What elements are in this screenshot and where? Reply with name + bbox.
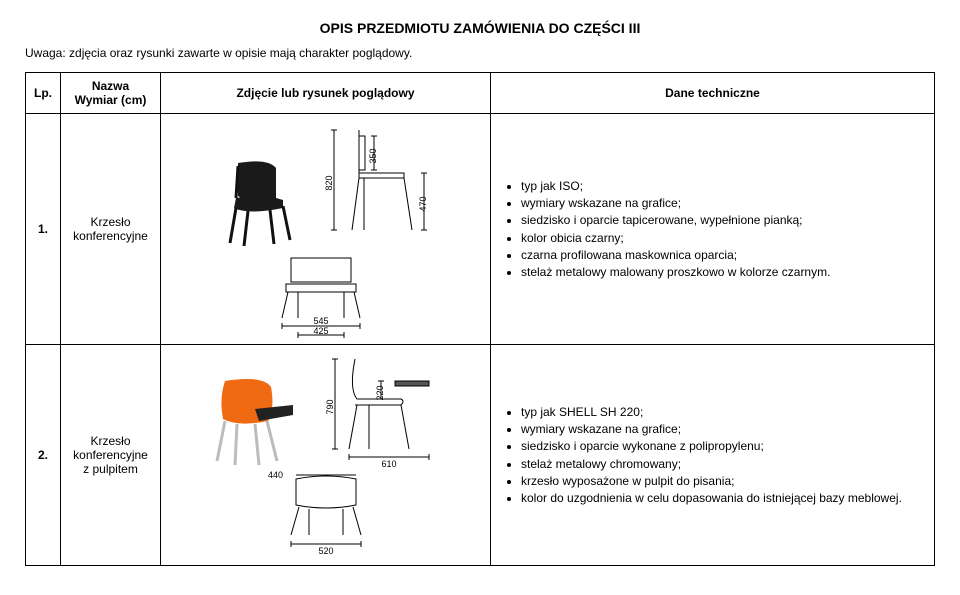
list-item: kolor obicia czarny; bbox=[521, 230, 926, 246]
list-item: krzesło wyposażone w pulpit do pisania; bbox=[521, 473, 926, 489]
list-item: stelaż metalowy chromowany; bbox=[521, 456, 926, 472]
svg-text:790: 790 bbox=[325, 399, 335, 414]
list-item: typ jak SHELL SH 220; bbox=[521, 404, 926, 420]
page-title: OPIS PRZEDMIOTU ZAMÓWIENIA DO CZĘŚCI III bbox=[25, 20, 935, 36]
svg-text:820: 820 bbox=[324, 175, 334, 190]
list-item: typ jak ISO; bbox=[521, 178, 926, 194]
shell-chair-side-drawing-icon: 790 220 610 bbox=[309, 349, 459, 469]
table-row: 1. Krzesło konferencyjne bbox=[26, 114, 935, 345]
svg-text:545: 545 bbox=[313, 316, 328, 326]
iso-chair-photo-icon bbox=[208, 148, 308, 248]
svg-text:610: 610 bbox=[381, 459, 396, 469]
list-item: wymiary wskazane na grafice; bbox=[521, 421, 926, 437]
list-item: siedzisko i oparcie wykonane z polipropy… bbox=[521, 438, 926, 454]
spec-table: Lp. Nazwa Wymiar (cm) Zdjęcie lub rysune… bbox=[25, 72, 935, 566]
note-text: Uwaga: zdjęcia oraz rysunki zawarte w op… bbox=[25, 46, 935, 60]
shell-chair-photo-icon bbox=[193, 369, 303, 469]
svg-text:350: 350 bbox=[368, 148, 378, 163]
svg-text:440: 440 bbox=[267, 471, 282, 480]
name-cell: Krzesło konferencyjne z pulpitem bbox=[61, 345, 161, 566]
col-lp: Lp. bbox=[26, 73, 61, 114]
image-cell: 820 350 470 bbox=[161, 114, 491, 345]
svg-text:220: 220 bbox=[375, 385, 385, 400]
spec-cell: typ jak SHELL SH 220; wymiary wskazane n… bbox=[491, 345, 935, 566]
list-item: kolor do uzgodnienia w celu dopasowania … bbox=[521, 490, 926, 506]
table-header-row: Lp. Nazwa Wymiar (cm) Zdjęcie lub rysune… bbox=[26, 73, 935, 114]
svg-text:425: 425 bbox=[313, 326, 328, 336]
lp-cell: 2. bbox=[26, 345, 61, 566]
list-item: siedzisko i oparcie tapicerowane, wypełn… bbox=[521, 212, 926, 228]
table-row: 2. Krzesło konferencyjne z pulpitem bbox=[26, 345, 935, 566]
lp-cell: 1. bbox=[26, 114, 61, 345]
col-image: Zdjęcie lub rysunek poglądowy bbox=[161, 73, 491, 114]
spec-list: typ jak ISO; wymiary wskazane na grafice… bbox=[499, 178, 926, 280]
image-cell: 790 220 610 bbox=[161, 345, 491, 566]
spec-cell: typ jak ISO; wymiary wskazane na grafice… bbox=[491, 114, 935, 345]
col-name: Nazwa Wymiar (cm) bbox=[61, 73, 161, 114]
iso-chair-side-drawing-icon: 820 350 470 bbox=[314, 118, 444, 248]
shell-chair-front-drawing-icon: 440 520 bbox=[251, 471, 401, 561]
svg-text:470: 470 bbox=[418, 196, 428, 211]
iso-chair-front-drawing-icon: 545 425 bbox=[246, 250, 406, 340]
list-item: czarna profilowana maskownica oparcia; bbox=[521, 247, 926, 263]
list-item: stelaż metalowy malowany proszkowo w kol… bbox=[521, 264, 926, 280]
col-spec: Dane techniczne bbox=[491, 73, 935, 114]
list-item: wymiary wskazane na grafice; bbox=[521, 195, 926, 211]
spec-list: typ jak SHELL SH 220; wymiary wskazane n… bbox=[499, 404, 926, 506]
name-cell: Krzesło konferencyjne bbox=[61, 114, 161, 345]
svg-text:520: 520 bbox=[318, 546, 333, 556]
